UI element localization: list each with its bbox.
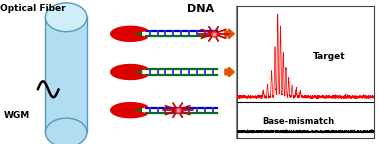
Wedge shape <box>111 26 147 41</box>
Wedge shape <box>111 103 147 118</box>
Text: DNA: DNA <box>187 4 214 14</box>
FancyArrow shape <box>124 30 141 37</box>
Ellipse shape <box>45 118 87 144</box>
Text: WGM: WGM <box>4 111 30 120</box>
Bar <box>45 17 87 132</box>
Text: Optical Fiber: Optical Fiber <box>0 4 66 13</box>
FancyArrow shape <box>124 69 141 75</box>
Text: Target: Target <box>313 52 345 61</box>
Wedge shape <box>111 65 147 79</box>
FancyArrow shape <box>225 29 234 39</box>
FancyArrow shape <box>124 107 141 114</box>
FancyArrow shape <box>225 67 234 77</box>
Ellipse shape <box>45 3 87 32</box>
Text: Base-mismatch: Base-mismatch <box>262 116 334 126</box>
